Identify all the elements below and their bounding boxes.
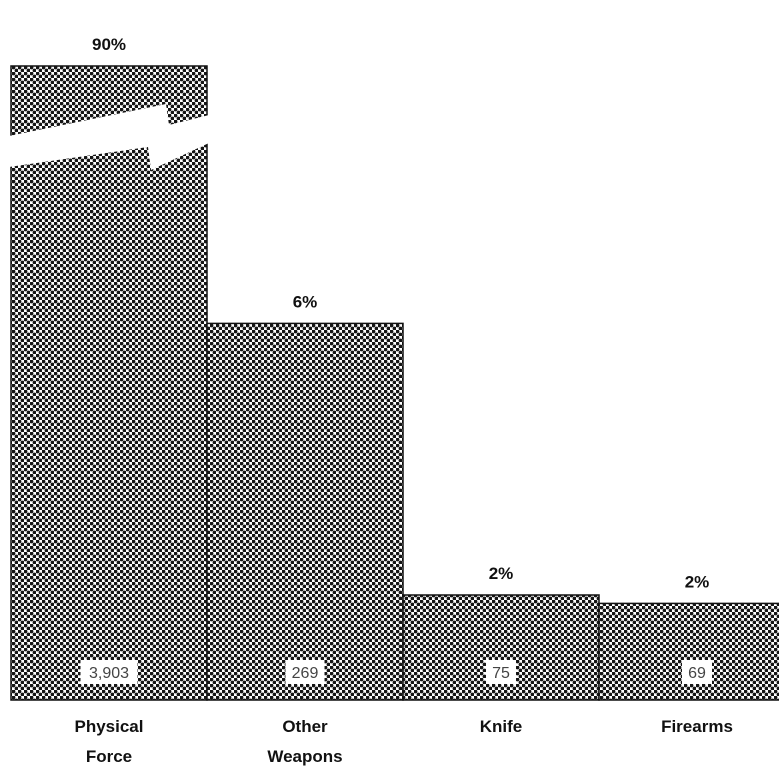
value-label-firearms: 69 — [688, 665, 706, 682]
percent-label-knife: 2% — [489, 564, 514, 583]
category-label-firearms: Firearms — [661, 717, 733, 736]
percent-label-firearms: 2% — [685, 572, 710, 591]
axis-break-mark — [9, 104, 209, 170]
value-label-box-firearms — [682, 660, 712, 684]
percent-label-physical-force: 90% — [92, 35, 126, 54]
category-label-other-weapons: Other Weapons — [267, 717, 342, 766]
bar-knife — [402, 594, 600, 701]
percent-label-other-weapons: 6% — [293, 292, 318, 311]
value-label-knife: 75 — [492, 665, 510, 682]
category-label-physical-force: Physical Force — [75, 717, 144, 766]
bar-firearms — [598, 602, 779, 701]
bar-physical-force — [10, 65, 208, 701]
bar-other-weapons — [206, 322, 404, 701]
value-label-box-other-weapons — [285, 660, 325, 684]
value-label-box-knife — [486, 660, 516, 684]
value-label-box-physical-force — [80, 660, 138, 684]
category-label-knife: Knife — [480, 717, 523, 736]
value-label-physical-force: 3,903 — [89, 665, 129, 682]
value-label-other-weapons: 269 — [292, 665, 319, 682]
